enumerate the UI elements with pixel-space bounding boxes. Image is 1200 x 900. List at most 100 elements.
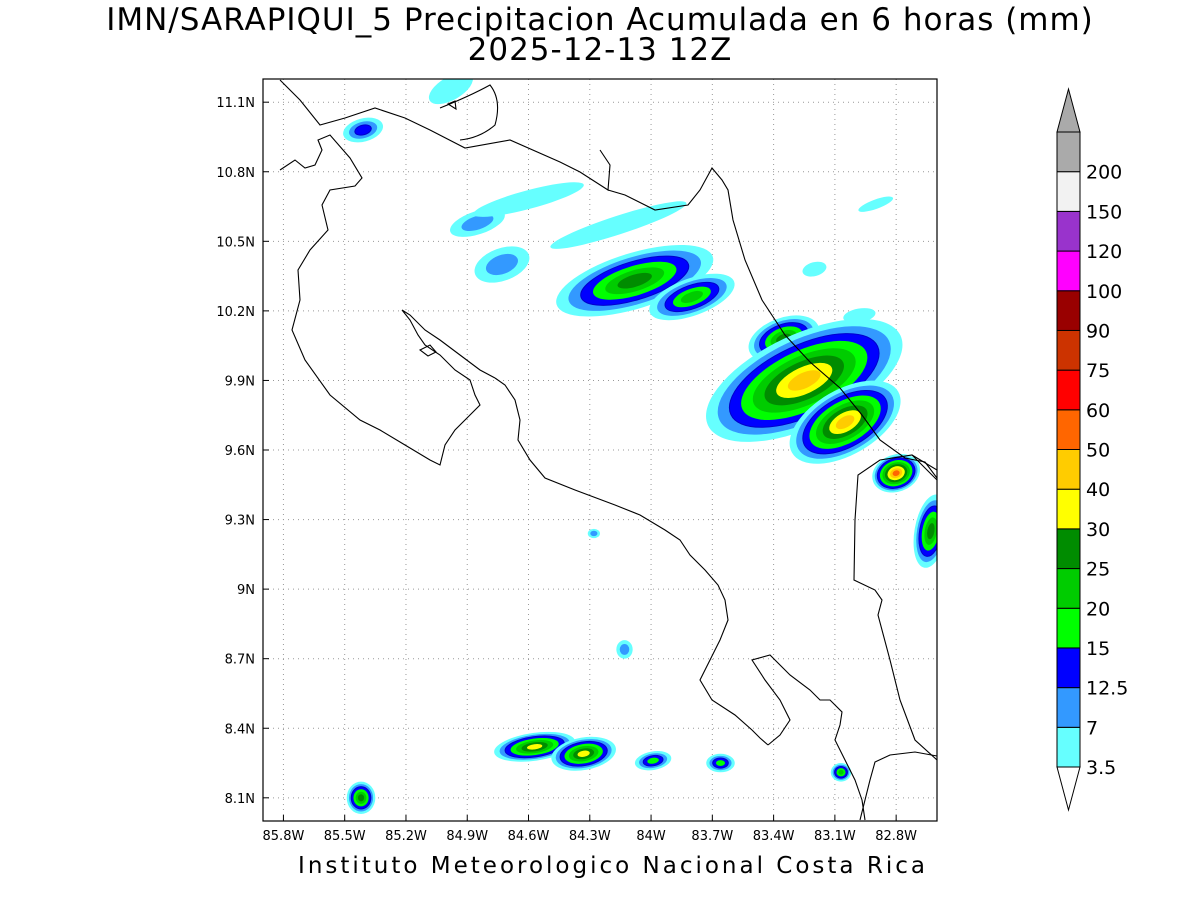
lon-tick-label: 83.4W: [753, 829, 795, 844]
precip-cell: [556, 244, 714, 317]
precip-cell: [789, 380, 901, 464]
precip-cell: [343, 117, 384, 143]
colorbar-swatch: [1056, 329, 1081, 371]
precip-cell: [634, 751, 672, 771]
lon-tick-label: 84.6W: [508, 829, 550, 844]
colorbar-swatch: [1056, 528, 1081, 570]
precip-cell: [913, 494, 937, 568]
precip-cell: [802, 261, 827, 277]
precip-contour: [802, 261, 827, 277]
lat-tick-label: 9.3N: [225, 514, 255, 529]
colorbar-swatch: [1056, 607, 1081, 649]
lon-tick-label: 83.1W: [814, 829, 856, 844]
golfo-dulce: [751, 654, 866, 821]
precip-contour: [461, 214, 494, 232]
precip-contour: [485, 253, 518, 276]
colorbar-swatch: [1056, 409, 1081, 450]
precip-cell: [428, 79, 473, 105]
lake-nicaragua-shore: [439, 84, 499, 141]
lon-tick-label: 85.8W: [263, 829, 305, 844]
precip-cell: [551, 736, 616, 771]
colorbar-label: 50: [1086, 440, 1110, 462]
precip-contour: [787, 370, 821, 391]
precip-contour: [617, 272, 652, 289]
colorbar-label: 40: [1086, 479, 1110, 501]
colorbar-label: 75: [1086, 360, 1110, 382]
colorbar-swatch: [1056, 290, 1081, 331]
lake-island: [446, 100, 457, 111]
colorbar-swatch: [1056, 449, 1081, 490]
precip-contour: [473, 182, 584, 217]
colorbar-label: 15: [1086, 638, 1110, 660]
caribbean-coast: [607, 167, 937, 479]
border-nicaragua: [279, 79, 611, 191]
lon-tick-label: 84.3W: [569, 829, 611, 844]
colorbar-label: 12.5: [1086, 678, 1128, 700]
precip-cell: [872, 453, 921, 493]
lat-tick-label: 10.5N: [216, 235, 255, 250]
border-panama: [853, 454, 937, 761]
lat-tick-label: 10.8N: [216, 166, 255, 181]
lat-tick-label: 8.1N: [225, 792, 255, 807]
colorbar: 3.5 7 12.5 15 20 25 30 40 50 60 75 90 100 120 150 200: [1056, 87, 1128, 812]
precip-contour: [619, 644, 630, 655]
colorbar-label: 120: [1086, 241, 1122, 263]
lat-tick-label: 11.1N: [216, 96, 255, 111]
colorbar-swatch: [1056, 210, 1081, 252]
lat-tick-label: 8.4N: [225, 722, 255, 737]
precip-cell: [616, 640, 633, 659]
lon-tick-label: 85.2W: [385, 829, 427, 844]
lat-tick-label: 9.9N: [225, 374, 255, 389]
lon-tick-label: 83.7W: [691, 829, 733, 844]
colorbar-extension-high: [1056, 87, 1081, 133]
lon-tick-label: 84W: [636, 829, 666, 844]
precip-cell: [830, 763, 852, 782]
burica-peninsula: [859, 751, 937, 821]
precip-contour: [858, 196, 894, 212]
colorbar-swatch: [1056, 647, 1081, 689]
precip-contour: [892, 470, 900, 477]
colorbar-swatch: [1056, 726, 1081, 768]
precip-contour: [927, 523, 935, 540]
precip-cell: [649, 273, 735, 321]
precip-contour: [428, 79, 473, 105]
pacific-coast-north: [279, 134, 496, 466]
precipitation-field: [343, 79, 937, 815]
precip-cell: [843, 308, 876, 323]
colorbar-extension-low: [1056, 766, 1081, 812]
lon-tick-label: 82.8W: [875, 829, 917, 844]
colorbar-label: 100: [1086, 281, 1122, 303]
coastline-borders: [279, 79, 937, 821]
colorbar-label: 200: [1086, 162, 1122, 184]
colorbar-label: 60: [1086, 400, 1110, 422]
precip-contour: [647, 757, 659, 764]
precip-contour: [354, 124, 372, 136]
precip-contour: [357, 794, 365, 802]
precip-cell: [346, 781, 376, 815]
colorbar-label: 7: [1086, 717, 1098, 739]
precip-contour: [590, 530, 598, 537]
precip-contour: [526, 743, 543, 750]
colorbar-label: 30: [1086, 519, 1110, 541]
colorbar-swatch: [1056, 568, 1081, 609]
lat-tick-label: 10.2N: [216, 305, 255, 320]
lat-tick-label: 9.6N: [225, 444, 255, 459]
colorbar-swatch: [1056, 369, 1081, 411]
lon-tick-label: 84.9W: [446, 829, 488, 844]
nicoya-gulf-island: [418, 344, 437, 357]
precip-contour: [577, 750, 590, 757]
precip-contour: [550, 201, 687, 249]
precip-cell: [706, 318, 903, 442]
colorbar-label: 25: [1086, 559, 1110, 581]
precip-contour: [715, 760, 726, 766]
lat-tick-label: 8.7N: [225, 653, 255, 668]
map-axes: 85.8W 85.5W 85.2W 84.9W 84.6W 84.3W 84W 83.7W 83…: [216, 96, 917, 844]
colorbar-label: 150: [1086, 201, 1122, 223]
colorbar-swatch: [1056, 488, 1081, 530]
precip-cell: [706, 753, 735, 773]
precip-contour: [838, 769, 844, 775]
lat-tick-label: 9N: [237, 583, 255, 598]
river-sixaola: [911, 454, 937, 481]
colorbar-swatch: [1056, 687, 1081, 728]
